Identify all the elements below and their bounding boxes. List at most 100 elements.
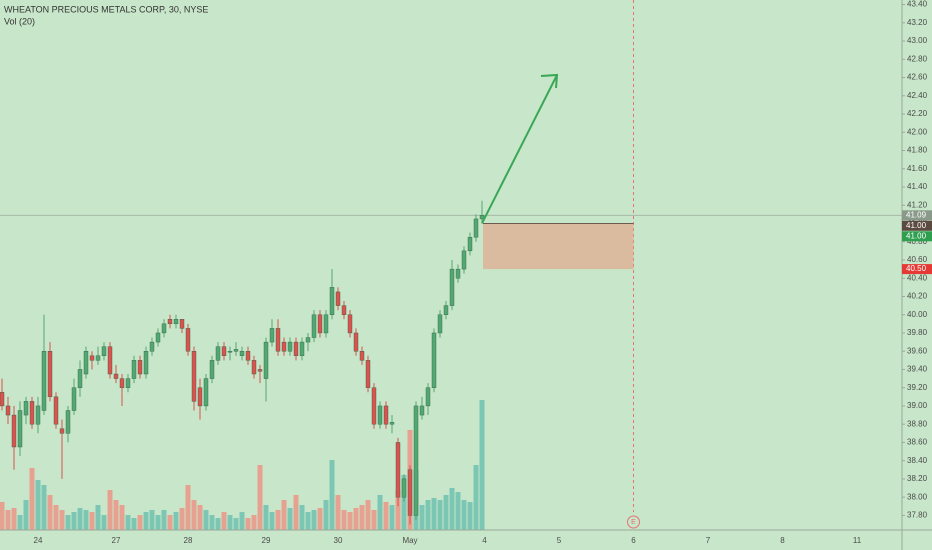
- candle-body: [185, 328, 191, 352]
- volume-bar: [455, 492, 461, 530]
- volume-bar: [179, 508, 185, 530]
- candle-body: [401, 478, 407, 498]
- volume-bar: [119, 505, 125, 530]
- volume-bar: [155, 515, 161, 530]
- candle-body: [329, 287, 335, 315]
- volume-bar: [143, 512, 149, 530]
- y-tick-label: 40.80: [907, 237, 928, 246]
- candle-body: [119, 378, 125, 388]
- volume-bar: [251, 515, 257, 530]
- volume-bar: [101, 515, 107, 530]
- candle-body: [263, 341, 269, 379]
- volume-bar: [107, 490, 113, 530]
- candle-body: [95, 355, 101, 361]
- candle-body: [305, 337, 311, 343]
- candle-body: [407, 469, 413, 516]
- y-tick-label: 42.00: [907, 127, 928, 136]
- volume-bar: [149, 510, 155, 530]
- x-tick-label: 24: [34, 536, 43, 545]
- volume-bar: [425, 500, 431, 530]
- price-label: 41.09: [906, 210, 927, 219]
- candle-body: [353, 332, 359, 352]
- volume-bar: [35, 480, 41, 530]
- x-tick-label: 6: [631, 536, 636, 545]
- y-tick-label: 39.00: [907, 401, 928, 410]
- volume-bar: [53, 505, 59, 530]
- candle-body: [437, 314, 443, 334]
- volume-bar: [113, 500, 119, 530]
- volume-bar: [83, 510, 89, 530]
- candle-body: [479, 215, 485, 220]
- x-tick-label: 29: [262, 536, 271, 545]
- volume-bar: [401, 475, 407, 530]
- candle-body: [275, 328, 281, 352]
- candle-body: [17, 410, 23, 448]
- volume-bar: [89, 512, 95, 530]
- candle-body: [383, 405, 389, 425]
- volume-bar: [227, 515, 233, 530]
- volume-bar: [287, 508, 293, 530]
- price-label-box: [902, 231, 932, 242]
- volume-bar: [47, 495, 53, 530]
- volume-bar: [461, 500, 467, 530]
- volume-bar: [431, 498, 437, 530]
- candle-body: [41, 351, 47, 411]
- x-tick-label: 4: [482, 536, 487, 545]
- candle-body: [71, 387, 77, 411]
- candle-body: [161, 323, 167, 334]
- candle-body: [461, 250, 467, 270]
- volume-bar: [131, 518, 137, 530]
- candle-body: [47, 351, 53, 398]
- volume-bar: [23, 500, 29, 530]
- candle-body: [347, 314, 353, 334]
- volume-bar: [221, 512, 227, 530]
- plot-area: E: [0, 0, 902, 530]
- volume-bar: [71, 512, 77, 530]
- volume-bar: [11, 508, 17, 530]
- volume-bar: [341, 510, 347, 530]
- candle-body: [245, 351, 251, 361]
- volume-bar: [305, 512, 311, 530]
- volume-bar: [335, 495, 341, 530]
- volume-bar: [377, 495, 383, 530]
- volume-bar: [365, 500, 371, 530]
- earnings-marker: [627, 515, 640, 529]
- candle-body: [101, 346, 107, 356]
- y-tick-label: 41.20: [907, 200, 928, 209]
- volume-bar: [5, 510, 11, 530]
- candle-body: [299, 341, 305, 356]
- y-tick-label: 42.80: [907, 54, 928, 63]
- candle-body: [281, 341, 287, 352]
- x-tick-label: 28: [184, 536, 193, 545]
- y-tick-label: 40.00: [907, 310, 928, 319]
- volume-bar: [167, 515, 173, 530]
- x-tick-label: 7: [706, 536, 711, 545]
- volume-bar: [347, 512, 353, 530]
- y-tick-label: 40.20: [907, 292, 928, 301]
- candle-body: [143, 351, 149, 375]
- candle-body: [5, 405, 11, 416]
- y-tick-label: 39.80: [907, 328, 928, 337]
- volume-bar: [467, 502, 473, 530]
- trend-arrow: [481, 74, 558, 224]
- volume-bar: [323, 500, 329, 530]
- candle-body: [293, 341, 299, 356]
- x-tick-label: May: [402, 536, 417, 545]
- candle-body: [35, 405, 41, 425]
- volume-bar: [203, 510, 209, 530]
- volume-bar: [395, 490, 401, 530]
- y-tick-label: 38.60: [907, 438, 928, 447]
- candle-body: [149, 341, 155, 352]
- candle-body: [203, 378, 209, 407]
- price-label-box: [902, 264, 932, 275]
- candle-body: [239, 351, 245, 356]
- volume-bar: [197, 505, 203, 530]
- candle-body: [323, 314, 329, 334]
- y-tick-label: 38.80: [907, 419, 928, 428]
- volume-bar: [281, 500, 287, 530]
- candle-body: [173, 319, 179, 325]
- candle-body: [89, 355, 95, 361]
- candle-body: [371, 387, 377, 425]
- candle-body: [0, 392, 5, 407]
